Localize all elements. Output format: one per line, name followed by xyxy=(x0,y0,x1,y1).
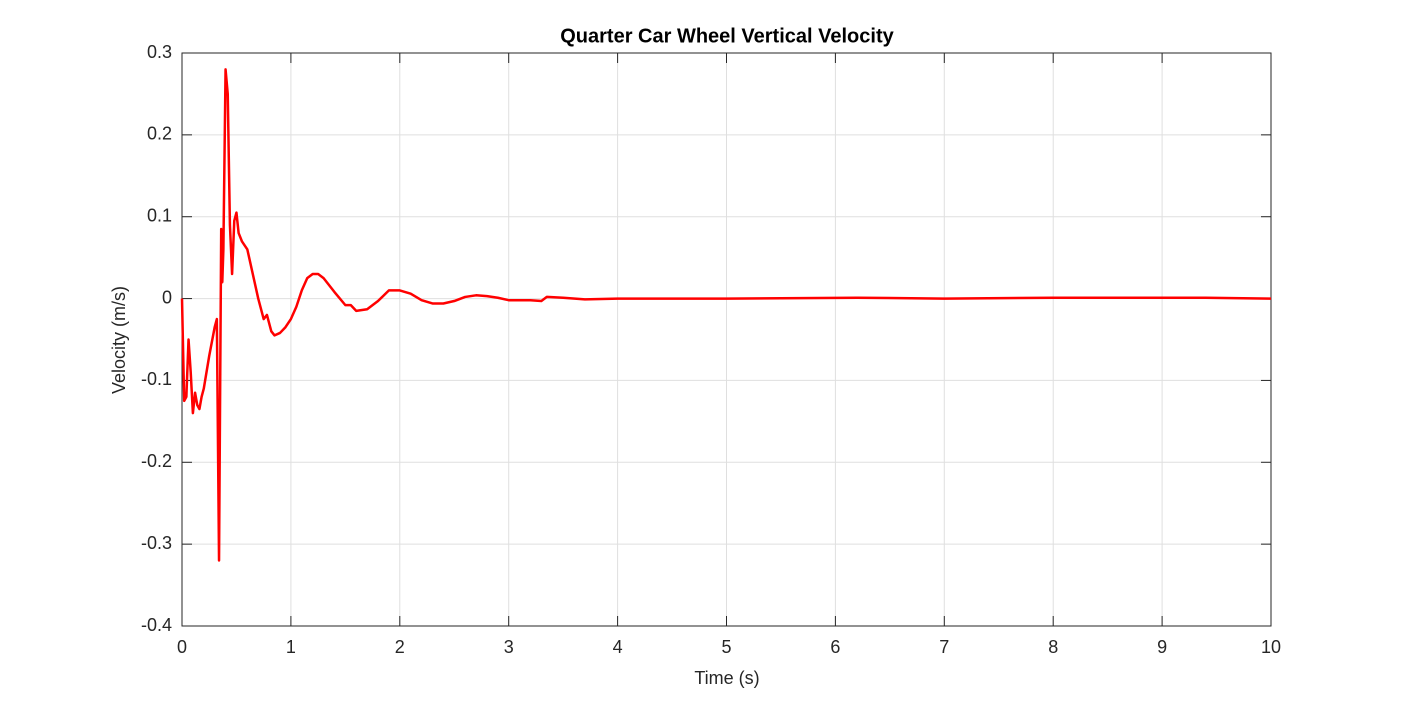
x-axis-label: Time (s) xyxy=(694,668,759,688)
y-tick-label: 0.2 xyxy=(147,124,172,144)
x-tick-label: 10 xyxy=(1261,637,1281,657)
x-tick-label: 4 xyxy=(613,637,623,657)
x-tick-label: 7 xyxy=(939,637,949,657)
x-tick-label: 6 xyxy=(830,637,840,657)
y-tick-label: -0.2 xyxy=(141,451,172,471)
y-axis-label: Velocity (m/s) xyxy=(109,286,129,394)
x-tick-label: 8 xyxy=(1048,637,1058,657)
x-tick-label: 9 xyxy=(1157,637,1167,657)
x-tick-label: 1 xyxy=(286,637,296,657)
y-tick-label: -0.4 xyxy=(141,615,172,635)
y-tick-label: 0.1 xyxy=(147,205,172,225)
chart-title: Quarter Car Wheel Vertical Velocity xyxy=(560,25,894,47)
y-tick-label: 0 xyxy=(162,287,172,307)
y-tick-label: -0.3 xyxy=(141,533,172,553)
y-tick-label: 0.3 xyxy=(147,42,172,62)
x-tick-label: 5 xyxy=(721,637,731,657)
data-line xyxy=(180,68,1272,562)
plot-area: -0.4 -0.3 -0.2 -0.1 0 0.1 0.2 0.3 0 1 2 3 4 5 6 7 8 9 10 xyxy=(141,42,1281,657)
x-tick-label: 0 xyxy=(177,637,187,657)
y-tick-label: -0.1 xyxy=(141,369,172,389)
x-tick-label: 2 xyxy=(395,637,405,657)
x-tick-label: 3 xyxy=(504,637,514,657)
